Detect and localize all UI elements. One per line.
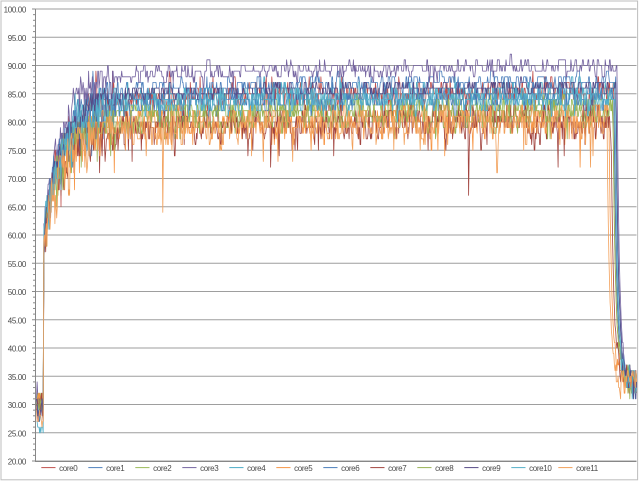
svg-text:85.00: 85.00 [8, 90, 27, 99]
svg-text:core8: core8 [435, 464, 454, 473]
svg-text:30.00: 30.00 [8, 401, 27, 410]
svg-text:core10: core10 [529, 464, 552, 473]
svg-text:core6: core6 [341, 464, 360, 473]
svg-text:core1: core1 [106, 464, 125, 473]
svg-text:55.00: 55.00 [8, 260, 27, 269]
svg-text:core5: core5 [294, 464, 313, 473]
svg-text:100.00: 100.00 [4, 6, 27, 15]
svg-text:20.00: 20.00 [8, 458, 27, 467]
svg-text:45.00: 45.00 [8, 316, 27, 325]
svg-text:80.00: 80.00 [8, 119, 27, 128]
svg-text:core4: core4 [247, 464, 266, 473]
svg-text:core7: core7 [388, 464, 407, 473]
svg-text:50.00: 50.00 [8, 288, 27, 297]
svg-text:70.00: 70.00 [8, 175, 27, 184]
svg-text:60.00: 60.00 [8, 232, 27, 241]
svg-text:95.00: 95.00 [8, 34, 27, 43]
svg-text:core11: core11 [576, 464, 599, 473]
svg-text:25.00: 25.00 [8, 429, 27, 438]
svg-text:75.00: 75.00 [8, 147, 27, 156]
svg-text:90.00: 90.00 [8, 62, 27, 71]
svg-text:core2: core2 [153, 464, 172, 473]
svg-text:40.00: 40.00 [8, 345, 27, 354]
svg-text:35.00: 35.00 [8, 373, 27, 382]
svg-text:65.00: 65.00 [8, 203, 27, 212]
svg-text:core0: core0 [59, 464, 78, 473]
svg-text:core3: core3 [200, 464, 219, 473]
svg-text:core9: core9 [482, 464, 501, 473]
